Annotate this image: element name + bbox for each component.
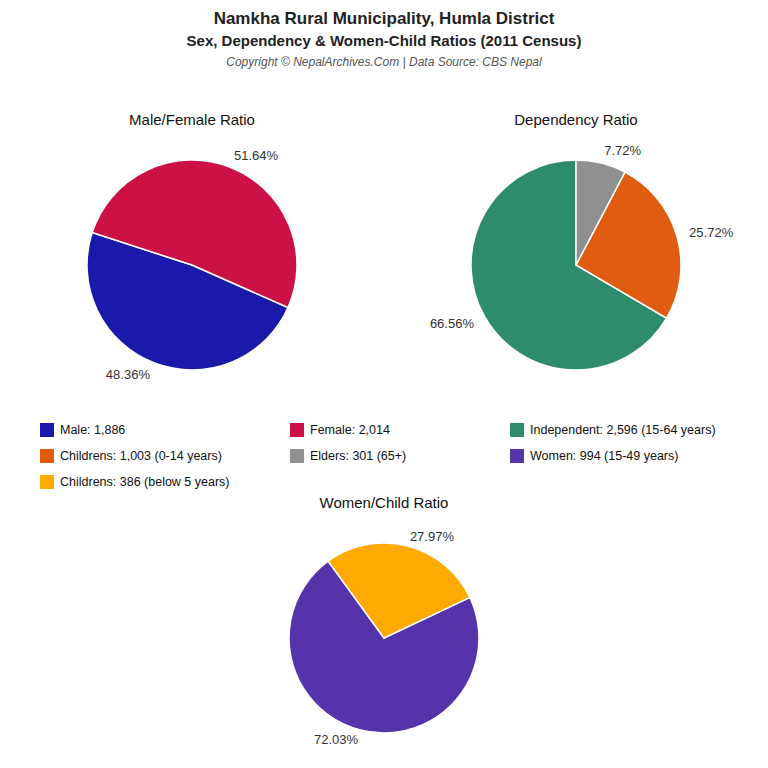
legend-swatch: [290, 449, 304, 463]
chart-title: Women/Child Ratio: [320, 494, 449, 511]
legend-swatch: [40, 423, 54, 437]
chart-canvas: Namkha Rural Municipality, Humla Distric…: [0, 0, 768, 768]
chart-title: Dependency Ratio: [514, 111, 637, 128]
pie-chart: 48.36% 51.64%: [87, 148, 297, 383]
page-title: Namkha Rural Municipality, Humla Distric…: [214, 9, 555, 28]
annotation: Copyright © NepalArchives.Com | Data Sou…: [226, 55, 542, 69]
data-label: 66.56%: [430, 316, 475, 331]
pie-slice: [328, 543, 470, 638]
legend-swatch: [40, 449, 54, 463]
legend: Male: 1,886 Female: 2,014 Independent: 2,5…: [40, 423, 716, 489]
legend-entry: Elders: 301 (65+): [310, 449, 406, 463]
legend-swatch: [40, 475, 54, 489]
legend-entry: Independent: 2,596 (15-64 years): [530, 423, 716, 437]
data-label: 51.64%: [234, 148, 279, 163]
data-label: 25.72%: [689, 225, 734, 240]
pie-chart: 66.56% 25.72% 7.72%: [430, 143, 734, 370]
data-label: 27.97%: [410, 529, 455, 544]
legend-swatch: [510, 423, 524, 437]
legend-entry: Male: 1,886: [60, 423, 125, 437]
legend-entry: Women: 994 (15-49 years): [530, 449, 678, 463]
legend-entry: Childrens: 1,003 (0-14 years): [60, 449, 222, 463]
pie-chart: 72.03% 27.97%: [289, 529, 479, 746]
pie-slice: [92, 160, 297, 308]
page-subtitle: Sex, Dependency & Women-Child Ratios (20…: [187, 32, 582, 49]
legend-entry: Childrens: 386 (below 5 years): [60, 475, 230, 489]
chart-title: Male/Female Ratio: [129, 111, 255, 128]
legend-swatch: [290, 423, 304, 437]
legend-swatch: [510, 449, 524, 463]
data-label: 48.36%: [106, 367, 151, 382]
pie-slice: [576, 160, 625, 265]
data-label: 7.72%: [604, 143, 641, 158]
legend-entry: Female: 2,014: [310, 423, 390, 437]
data-label: 72.03%: [314, 732, 359, 747]
